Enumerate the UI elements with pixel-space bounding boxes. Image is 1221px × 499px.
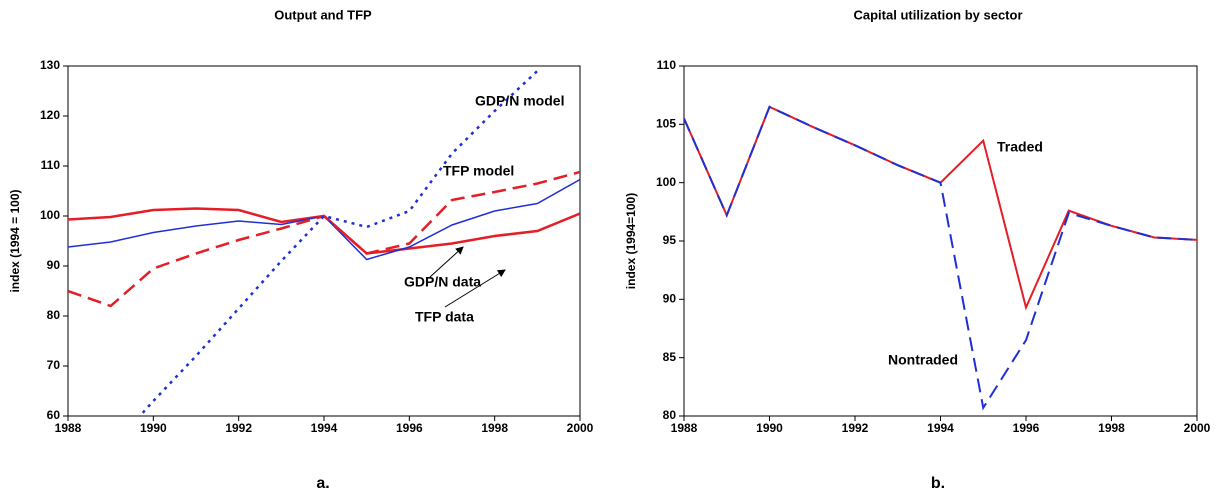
caption: b. xyxy=(931,475,945,492)
y-tick-label: 100 xyxy=(656,175,676,189)
x-tick-label: 1998 xyxy=(481,421,508,435)
plot-lines xyxy=(684,105,1197,411)
y-tick-label: 110 xyxy=(657,58,677,72)
y-tick-label: 120 xyxy=(40,108,60,122)
y-tick-label: 90 xyxy=(663,292,677,306)
series-line xyxy=(68,170,580,308)
y-tick-label: 60 xyxy=(47,408,61,422)
arrow xyxy=(444,269,506,308)
annotation: TFP model xyxy=(443,163,514,179)
x-tick-label: 1988 xyxy=(55,421,82,435)
y-tick-label: 85 xyxy=(663,350,677,364)
x-tick-label: 1990 xyxy=(140,421,167,435)
y-tick-label: 70 xyxy=(47,358,61,372)
chart-title: Output and TFP xyxy=(274,7,372,22)
series-line xyxy=(684,105,1197,411)
x-tick-label: 1994 xyxy=(927,421,954,435)
x-tick-label: 1992 xyxy=(225,421,252,435)
chart-title: Capital utilization by sector xyxy=(853,7,1022,22)
y-axis-label: index (1994 = 100) xyxy=(8,189,22,292)
x-tick-label: 1996 xyxy=(1013,421,1040,435)
series-line xyxy=(138,70,539,416)
y-axis-label: index (1994=100) xyxy=(624,193,638,289)
annotation: GDP/N data xyxy=(404,274,481,290)
y-tick-label: 90 xyxy=(47,258,61,272)
y-tick-label: 80 xyxy=(663,408,677,422)
plot-lines xyxy=(68,70,580,416)
plot-frame xyxy=(67,65,581,417)
y-tick-label: 110 xyxy=(41,158,61,172)
annotation: TFP data xyxy=(415,309,474,325)
x-tick-label: 2000 xyxy=(567,421,594,435)
y-tick-label: 95 xyxy=(663,233,677,247)
caption: a. xyxy=(316,475,329,492)
y-tick-label: 130 xyxy=(40,58,60,72)
y-tick-label: 100 xyxy=(40,208,60,222)
x-tick-label: 1988 xyxy=(671,421,698,435)
series-line xyxy=(684,105,1197,311)
annotation: GDP/N model xyxy=(475,93,564,109)
y-tick-label: 105 xyxy=(656,117,676,131)
x-tick-label: 1996 xyxy=(396,421,423,435)
arrow xyxy=(429,246,464,278)
x-tick-label: 1992 xyxy=(842,421,869,435)
y-tick-label: 80 xyxy=(47,308,61,322)
x-tick-label: 1998 xyxy=(1098,421,1125,435)
annotation: Traded xyxy=(997,139,1043,155)
x-tick-label: 1990 xyxy=(756,421,783,435)
x-tick-label: 2000 xyxy=(1184,421,1211,435)
x-tick-label: 1994 xyxy=(311,421,338,435)
annotation: Nontraded xyxy=(888,352,958,368)
